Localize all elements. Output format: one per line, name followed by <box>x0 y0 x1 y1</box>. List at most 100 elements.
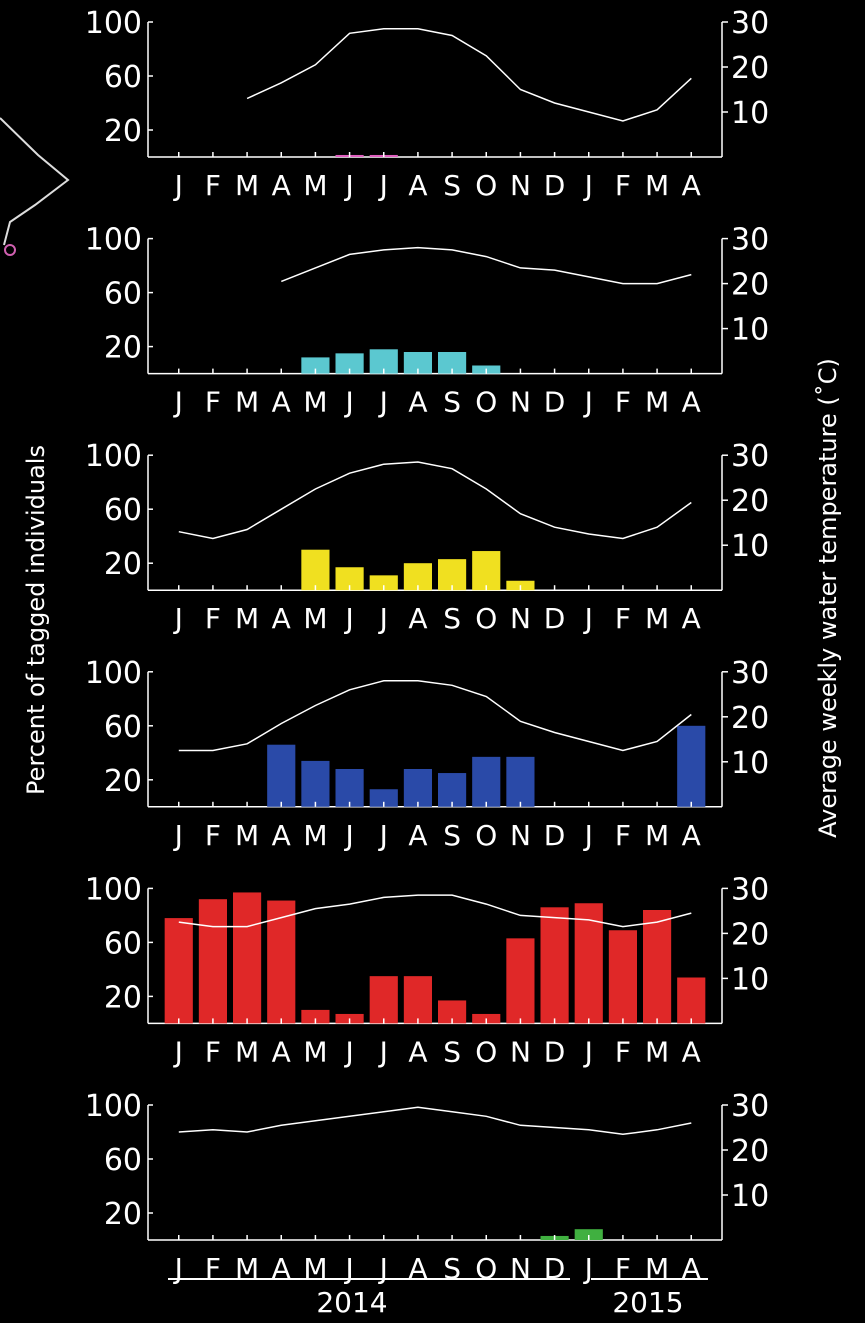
month-label: M <box>303 386 327 419</box>
bar-5-11 <box>506 938 535 1024</box>
bar-5-9 <box>438 1000 467 1024</box>
month-label: A <box>682 819 701 852</box>
month-label: A <box>408 1252 427 1285</box>
month-label: F <box>615 602 631 635</box>
bar-2-5 <box>301 357 330 374</box>
month-label: M <box>645 386 669 419</box>
partial-map-decoration <box>0 117 70 256</box>
right-tick-label: 10 <box>731 1179 769 1214</box>
month-label: N <box>510 602 531 635</box>
month-label: A <box>408 602 427 635</box>
month-label: F <box>615 1252 631 1285</box>
month-label: A <box>408 169 427 202</box>
month-label: J <box>173 386 183 419</box>
month-label: O <box>475 169 497 202</box>
month-label: M <box>645 1252 669 1285</box>
right-tick-label: 30 <box>731 223 769 258</box>
month-label: M <box>645 1035 669 1068</box>
left-tick-label: 100 <box>85 6 142 41</box>
year-label-2014: 2014 <box>316 1286 387 1319</box>
month-label: M <box>235 602 259 635</box>
month-label: M <box>235 386 259 419</box>
month-label: A <box>272 819 291 852</box>
left-tick-label: 20 <box>104 980 142 1015</box>
left-tick-label: 60 <box>104 710 142 745</box>
bar-5-1 <box>164 918 193 1024</box>
month-label: A <box>272 1252 291 1285</box>
month-label: A <box>408 386 427 419</box>
month-label: J <box>378 819 388 852</box>
month-label: O <box>475 1252 497 1285</box>
month-label: J <box>173 169 183 202</box>
bar-5-4 <box>267 900 296 1024</box>
right-tick-label: 20 <box>731 1134 769 1169</box>
left-tick-label: 20 <box>104 1197 142 1232</box>
month-label: M <box>303 1035 327 1068</box>
month-label: D <box>544 819 566 852</box>
bar-3-5 <box>301 549 330 591</box>
left-tick-label: 20 <box>104 114 142 149</box>
right-axis-title: Average weekly water temperature (˚C) <box>814 358 842 838</box>
month-label: M <box>303 1252 327 1285</box>
temperature-line-2 <box>281 246 692 285</box>
month-label: A <box>682 1252 701 1285</box>
left-tick-label: 60 <box>104 926 142 961</box>
month-label: M <box>303 169 327 202</box>
month-label: S <box>443 386 461 419</box>
month-label: F <box>615 169 631 202</box>
bar-3-9 <box>438 559 467 591</box>
month-label: F <box>205 819 221 852</box>
month-label: J <box>378 1035 388 1068</box>
month-label: J <box>583 386 593 419</box>
month-label: J <box>173 1252 183 1285</box>
month-label: J <box>378 386 388 419</box>
month-label: S <box>443 1252 461 1285</box>
month-label: A <box>272 386 291 419</box>
month-label: M <box>235 1252 259 1285</box>
right-tick-label: 10 <box>731 746 769 781</box>
right-tick-label: 20 <box>731 268 769 303</box>
bar-4-4 <box>267 744 296 807</box>
left-tick-label: 100 <box>85 656 142 691</box>
month-label: D <box>544 386 566 419</box>
month-label: S <box>443 1035 461 1068</box>
month-label: S <box>443 819 461 852</box>
bar-5-5 <box>301 1009 330 1024</box>
bar-2-9 <box>438 352 467 374</box>
month-label: J <box>173 819 183 852</box>
temperature-line-1 <box>246 28 692 122</box>
bar-5-15 <box>643 910 672 1024</box>
month-label: F <box>615 819 631 852</box>
bar-5-13 <box>574 903 603 1024</box>
right-tick-label: 10 <box>731 96 769 131</box>
left-axis-title: Percent of tagged individuals <box>22 445 50 795</box>
bar-6-13 <box>574 1229 603 1240</box>
month-label: A <box>682 386 701 419</box>
month-label: J <box>583 819 593 852</box>
right-tick-label: 20 <box>731 701 769 736</box>
month-label: F <box>205 169 221 202</box>
bar-5-7 <box>369 976 398 1024</box>
right-tick-label: 10 <box>731 529 769 564</box>
month-label: D <box>544 1035 566 1068</box>
month-label: J <box>583 169 593 202</box>
month-label: M <box>645 169 669 202</box>
temperature-line-5 <box>178 894 692 928</box>
bar-4-16 <box>677 725 706 807</box>
month-label: N <box>510 819 531 852</box>
right-tick-label: 20 <box>731 917 769 952</box>
month-label: D <box>544 602 566 635</box>
month-label: A <box>682 602 701 635</box>
right-tick-label: 30 <box>731 872 769 907</box>
month-label: J <box>378 602 388 635</box>
temperature-line-3 <box>178 461 692 540</box>
month-label: J <box>343 169 353 202</box>
month-label: O <box>475 1035 497 1068</box>
bar-5-3 <box>233 892 262 1024</box>
right-tick-label: 20 <box>731 51 769 86</box>
bar-2-6 <box>335 353 364 374</box>
month-label: J <box>343 1252 353 1285</box>
right-tick-label: 10 <box>731 313 769 348</box>
